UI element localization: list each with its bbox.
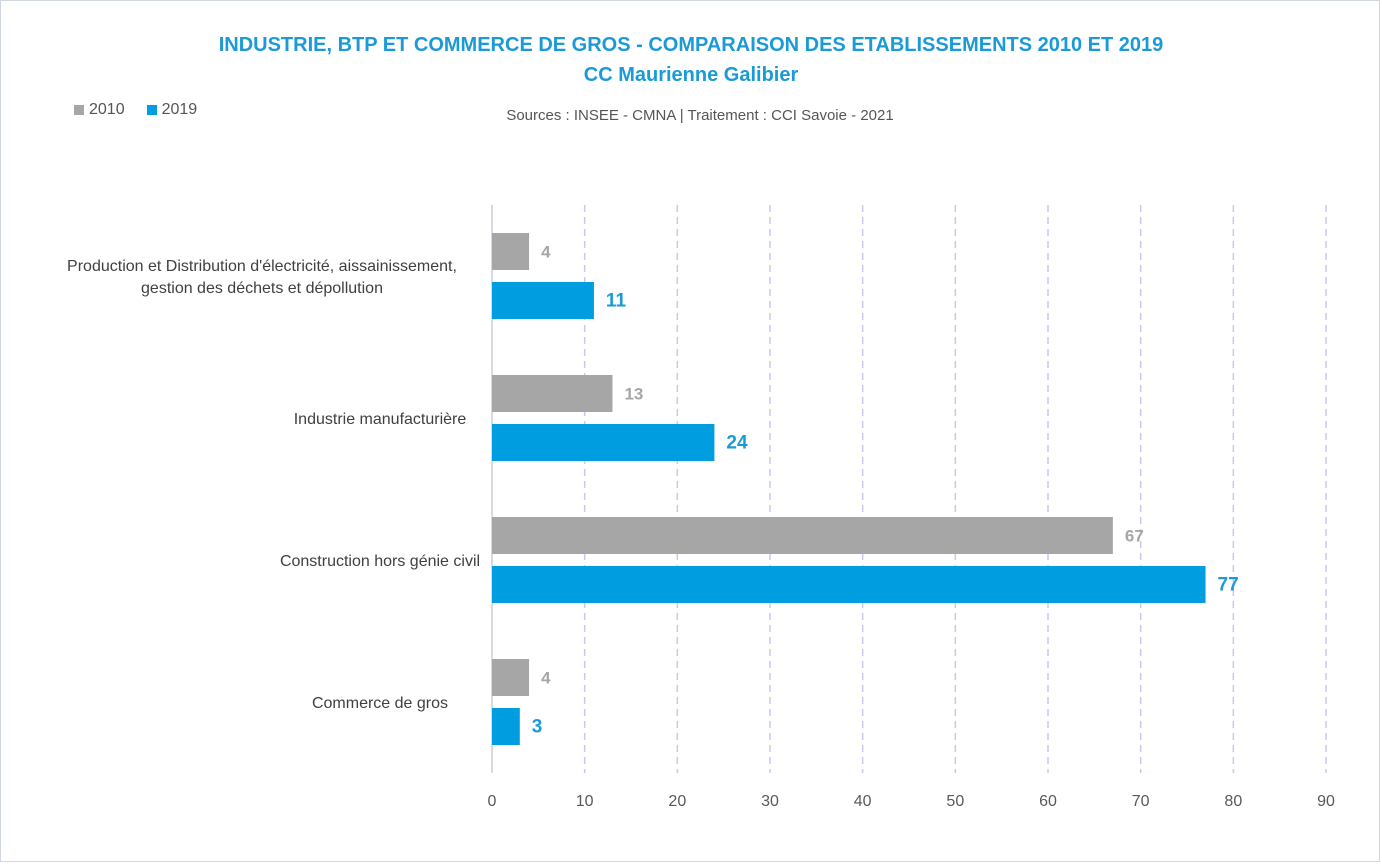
data-label-2019-1: 24 [726, 433, 748, 454]
data-label-2010-1: 13 [624, 385, 643, 404]
x-tick-label-60: 60 [1039, 793, 1057, 810]
legend-item-2010: 2010 [74, 101, 125, 119]
x-tick-label-80: 80 [1224, 793, 1242, 810]
category-label-3-0: Commerce de gros [312, 695, 448, 712]
x-tick-label-40: 40 [854, 793, 872, 810]
category-label-0-0: Production et Distribution d'électricité… [67, 258, 457, 275]
chart-title: INDUSTRIE, BTP ET COMMERCE DE GROS - COM… [218, 34, 1164, 56]
bar-2019-2 [492, 566, 1206, 603]
data-label-2019-0: 11 [606, 291, 627, 312]
data-label-2010-2: 67 [1125, 527, 1144, 546]
chart-subtitle: CC Maurienne Galibier [583, 64, 799, 86]
legend-label-2010: 2010 [89, 101, 125, 118]
category-label-0-1: gestion des déchets et dépollution [141, 280, 383, 297]
bar-2019-3 [492, 708, 520, 745]
data-label-2010-3: 4 [541, 669, 551, 688]
category-label-2-0: Construction hors génie civil [280, 553, 480, 570]
legend: 2010 2019 [74, 101, 197, 119]
data-label-2019-2: 77 [1218, 575, 1239, 596]
legend-item-2019: 2019 [146, 101, 198, 119]
bar-2010-1 [492, 375, 613, 412]
x-tick-label-50: 50 [946, 793, 964, 810]
x-tick-label-70: 70 [1132, 793, 1150, 810]
category-label-1-0: Industrie manufacturière [294, 411, 467, 428]
bar-2019-1 [492, 424, 715, 461]
legend-label-2019: 2019 [161, 101, 198, 118]
bar-2019-0 [492, 282, 594, 319]
data-label-2019-3: 3 [532, 717, 543, 738]
legend-swatch-2010 [74, 105, 84, 115]
legend-swatch-2019 [146, 105, 157, 115]
x-tick-label-10: 10 [576, 793, 594, 810]
x-tick-label-0: 0 [488, 793, 497, 810]
data-label-2010-0: 4 [541, 243, 551, 262]
bar-2010-3 [492, 659, 530, 696]
x-tick-label-90: 90 [1317, 793, 1335, 810]
x-tick-label-30: 30 [761, 793, 779, 810]
bar-2010-2 [492, 517, 1113, 554]
x-tick-label-20: 20 [668, 793, 686, 810]
bar-2010-0 [492, 233, 530, 270]
chart-source: Sources : INSEE - CMNA | Traitement : CC… [506, 107, 894, 124]
